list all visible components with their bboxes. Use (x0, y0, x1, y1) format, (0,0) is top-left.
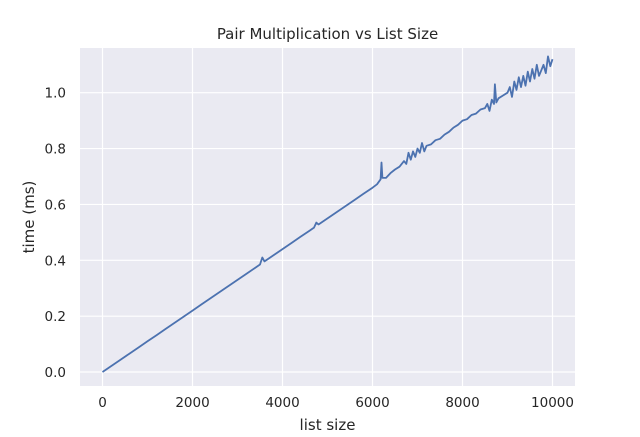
y-tick-label: 0.2 (45, 309, 66, 325)
x-tick-label: 4000 (265, 395, 299, 411)
grid-lines (80, 48, 575, 386)
x-axis-label: list size (300, 416, 356, 434)
y-tick-label: 0.6 (45, 197, 66, 213)
series-group (101, 55, 554, 373)
y-axis-label: time (ms) (20, 181, 38, 254)
x-tick-label: 10000 (531, 395, 574, 411)
y-tick-label: 1.0 (45, 86, 66, 102)
plot-area (80, 48, 575, 386)
y-tick-label: 0.4 (45, 253, 66, 269)
series-line (101, 55, 554, 373)
x-axis-ticks: 0 2000 4000 6000 8000 10000 (98, 395, 574, 411)
y-tick-label: 0.0 (45, 365, 66, 381)
chart-title: Pair Multiplication vs List Size (217, 25, 438, 43)
x-tick-label: 6000 (355, 395, 389, 411)
x-tick-label: 8000 (445, 395, 479, 411)
y-tick-label: 0.8 (45, 142, 66, 158)
x-tick-label: 2000 (175, 395, 209, 411)
y-axis-ticks: 0.0 0.2 0.4 0.6 0.8 1.0 (45, 86, 66, 381)
x-tick-label: 0 (98, 395, 107, 411)
